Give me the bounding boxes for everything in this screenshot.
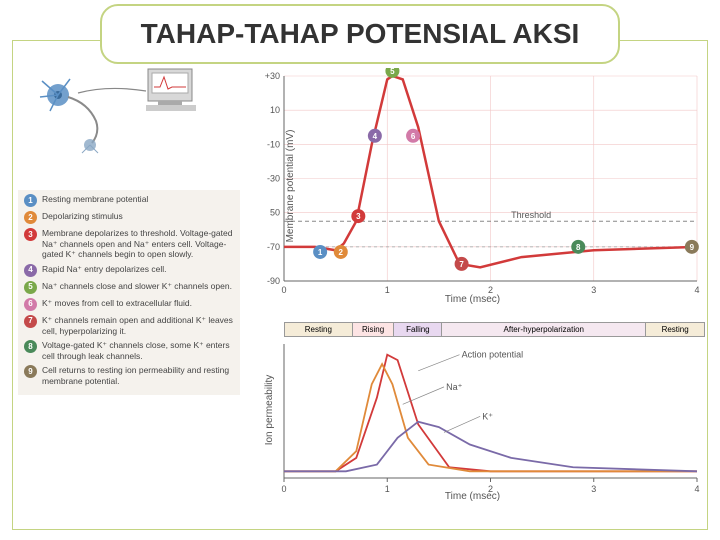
svg-text:Action potential: Action potential xyxy=(462,350,524,360)
svg-text:7: 7 xyxy=(459,260,464,269)
x-axis-label-top: Time (msec) xyxy=(445,294,500,305)
svg-text:9: 9 xyxy=(690,243,695,252)
legend-text-3: Membrane depolarizes to threshold. Volta… xyxy=(42,228,234,260)
svg-text:3: 3 xyxy=(356,212,361,221)
svg-text:3: 3 xyxy=(591,484,596,494)
legend-badge-7: 7 xyxy=(24,315,37,328)
svg-text:2: 2 xyxy=(339,248,344,257)
legend-badge-1: 1 xyxy=(24,194,37,207)
svg-text:0: 0 xyxy=(281,285,286,295)
svg-text:Na⁺: Na⁺ xyxy=(446,382,463,392)
svg-text:6: 6 xyxy=(411,132,416,141)
svg-text:1: 1 xyxy=(385,484,390,494)
legend-badge-3: 3 xyxy=(24,228,37,241)
svg-text:50: 50 xyxy=(270,208,280,218)
svg-text:-10: -10 xyxy=(267,139,280,149)
svg-text:Threshold: Threshold xyxy=(511,210,551,220)
legend-badge-8: 8 xyxy=(24,340,37,353)
membrane-potential-chart: Membrane potential (mV) -90-7050-30-1010… xyxy=(240,68,705,303)
legend-text-4: Rapid Na⁺ entry depolarizes cell. xyxy=(42,264,167,275)
legend-text-1: Resting membrane potential xyxy=(42,194,148,205)
legend-badge-4: 4 xyxy=(24,264,37,277)
legend-badge-2: 2 xyxy=(24,211,37,224)
legend-text-2: Depolarizing stimulus xyxy=(42,211,123,222)
svg-text:4: 4 xyxy=(373,132,378,141)
legend-badge-5: 5 xyxy=(24,281,37,294)
legend-item-2: 2 Depolarizing stimulus xyxy=(24,211,234,224)
legend-item-3: 3 Membrane depolarizes to threshold. Volt… xyxy=(24,228,234,260)
legend-item-5: 5 Na⁺ channels close and slower K⁺ channe… xyxy=(24,281,234,294)
phase-resting: Resting xyxy=(646,323,704,336)
legend-text-6: K⁺ moves from cell to extracellular flui… xyxy=(42,298,192,309)
neuron-illustration xyxy=(18,65,218,155)
legend-item-1: 1 Resting membrane potential xyxy=(24,194,234,207)
phase-resting: Resting xyxy=(285,323,353,336)
title-container: TAHAP-TAHAP POTENSIAL AKSI xyxy=(100,4,620,64)
svg-text:1: 1 xyxy=(318,248,323,257)
svg-text:4: 4 xyxy=(694,484,699,494)
legend-item-4: 4 Rapid Na⁺ entry depolarizes cell. xyxy=(24,264,234,277)
phase-rising: Rising xyxy=(353,323,395,336)
svg-text:K⁺: K⁺ xyxy=(482,411,493,421)
svg-text:8: 8 xyxy=(576,243,581,252)
legend-item-6: 6 K⁺ moves from cell to extracellular flu… xyxy=(24,298,234,311)
legend-item-7: 7 K⁺ channels remain open and additional … xyxy=(24,315,234,336)
svg-text:-30: -30 xyxy=(267,174,280,184)
svg-text:10: 10 xyxy=(270,105,280,115)
legend-text-8: Voltage-gated K⁺ channels close, some K⁺… xyxy=(42,340,234,361)
svg-text:-90: -90 xyxy=(267,276,280,286)
svg-text:5: 5 xyxy=(390,68,395,76)
legend-badge-6: 6 xyxy=(24,298,37,311)
y-axis-label-bot: Ion permeability xyxy=(264,375,275,446)
page-title: TAHAP-TAHAP POTENSIAL AKSI xyxy=(141,19,580,50)
svg-text:0: 0 xyxy=(281,484,286,494)
phase-after-hyperpolarization: After-hyperpolarization xyxy=(442,323,646,336)
legend-badge-9: 9 xyxy=(24,365,37,378)
svg-text:3: 3 xyxy=(591,285,596,295)
x-axis-label-bot: Time (msec) xyxy=(445,491,500,502)
legend-panel: 1 Resting membrane potential 2 Depolarizing… xyxy=(18,190,240,395)
svg-text:-70: -70 xyxy=(267,242,280,252)
legend-text-5: Na⁺ channels close and slower K⁺ channel… xyxy=(42,281,232,292)
legend-item-8: 8 Voltage-gated K⁺ channels close, some K… xyxy=(24,340,234,361)
permeability-chart: RestingRisingFallingAfter-hyperpolarizat… xyxy=(240,320,705,500)
phase-falling: Falling xyxy=(394,323,442,336)
phase-bar: RestingRisingFallingAfter-hyperpolarizat… xyxy=(284,322,705,337)
svg-text:1: 1 xyxy=(385,285,390,295)
legend-text-7: K⁺ channels remain open and additional K… xyxy=(42,315,234,336)
y-axis-label-top: Membrane potential (mV) xyxy=(285,129,296,242)
legend-text-9: Cell returns to resting ion permeability… xyxy=(42,365,234,386)
svg-text:4: 4 xyxy=(694,285,699,295)
svg-text:+30: +30 xyxy=(265,71,280,81)
legend-item-9: 9 Cell returns to resting ion permeabilit… xyxy=(24,365,234,386)
